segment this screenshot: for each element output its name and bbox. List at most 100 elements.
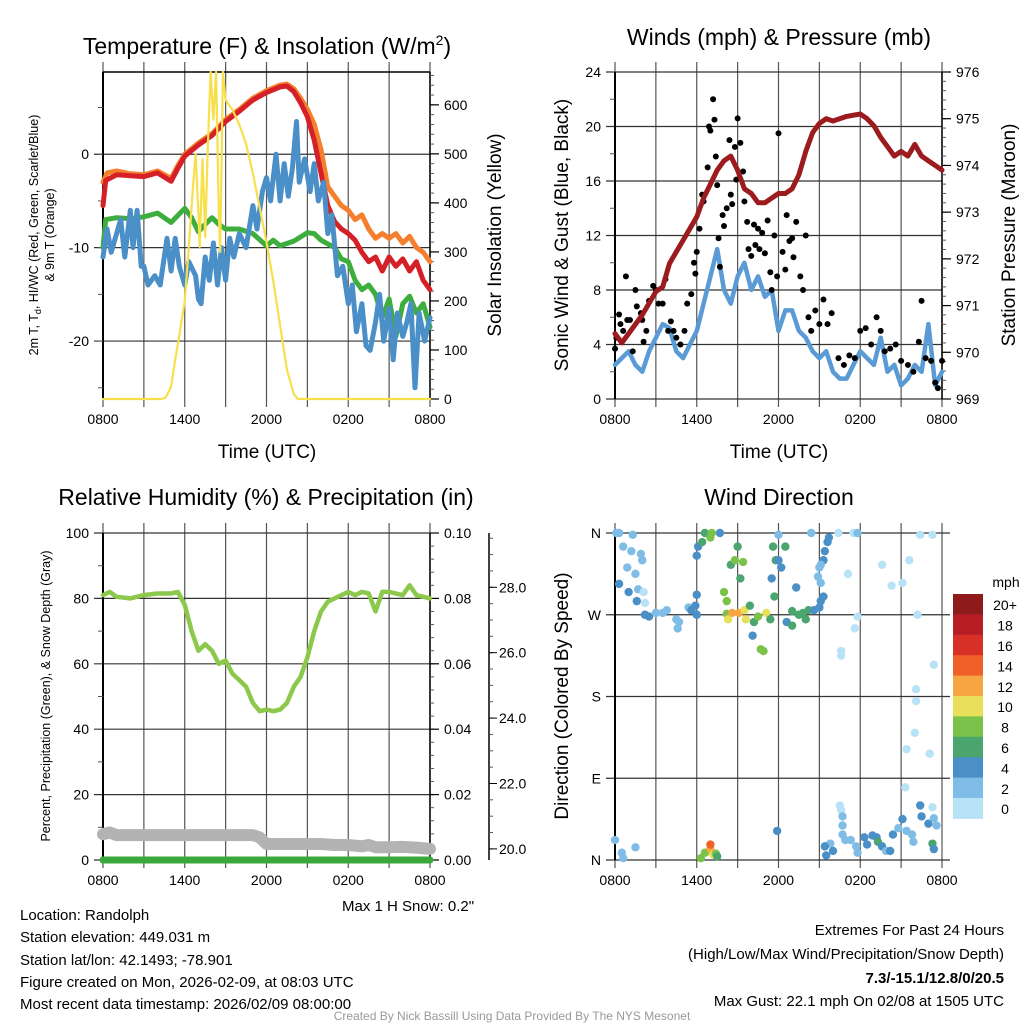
colorbar-swatch xyxy=(953,655,983,677)
gust-point xyxy=(835,355,842,362)
wind-direction-point xyxy=(614,528,624,538)
wind-direction-point xyxy=(853,848,862,857)
y2-tick-label: 0.10 xyxy=(444,525,471,541)
y2-tick-label: 969 xyxy=(956,391,980,407)
max-snow-text: Max 1 H Snow: 0.2" xyxy=(342,898,474,915)
colorbar-label: 0 xyxy=(1001,801,1009,817)
y2-tick-label: 0.02 xyxy=(444,787,471,803)
wind-direction-point xyxy=(628,530,637,540)
gust-point xyxy=(820,296,827,303)
gust-point xyxy=(802,232,809,239)
gust-point xyxy=(750,221,757,228)
gust-point xyxy=(712,153,719,160)
colorbar-swatch xyxy=(953,614,983,636)
gust-point xyxy=(707,127,714,134)
gust-point xyxy=(918,297,925,304)
y2-tick-label: 600 xyxy=(444,97,468,113)
wind-direction-point xyxy=(901,783,910,792)
y-tick-label: N xyxy=(591,525,601,541)
wind-direction-point xyxy=(748,631,757,640)
gust-point xyxy=(910,368,917,375)
max-gust-text: Max Gust: 22.1 mph On 02/08 at 1505 UTC xyxy=(714,993,1004,1010)
wind-direction-point xyxy=(838,821,847,830)
gust-point xyxy=(716,263,723,270)
y2-axis-label: Station Pressure (Maroon) xyxy=(999,124,1020,347)
wind-direction-point xyxy=(698,537,707,547)
x-tick-label: 0800 xyxy=(599,872,630,888)
y2-axis-label: Solar Insolation (Yellow) xyxy=(485,133,506,336)
wind-direction-point xyxy=(692,610,701,619)
wind-direction-point xyxy=(644,612,654,621)
y-axis-label: Direction (Colored By Speed) xyxy=(552,572,573,819)
wind-direction-point xyxy=(905,556,914,565)
yellow-insolation-line xyxy=(101,70,432,401)
y-axis-label: Sonic Wind & Gust (Blue, Black) xyxy=(552,99,573,371)
x-tick-label: 2000 xyxy=(251,872,282,888)
colorbar-label: 16 xyxy=(997,638,1013,654)
x-tick-label: 0200 xyxy=(845,411,876,427)
gust-point xyxy=(857,327,864,334)
y-tick-label: 12 xyxy=(585,228,601,244)
wind-direction-point xyxy=(877,560,887,569)
wind-direction-point xyxy=(824,533,834,542)
gust-point xyxy=(629,348,636,355)
wind-direction-point xyxy=(738,557,748,567)
y-tick-label: E xyxy=(592,770,601,786)
gust-point xyxy=(693,248,700,255)
gust-point xyxy=(824,321,831,328)
gust-point xyxy=(704,164,711,171)
wind-direction-point xyxy=(639,587,648,597)
wind-direction-point xyxy=(787,606,797,616)
wind-direction-point xyxy=(925,749,934,758)
y2-tick-label: 0 xyxy=(444,391,452,407)
blue-windchill-line xyxy=(100,119,433,391)
gust-point xyxy=(828,310,835,317)
y2-tick-label: 971 xyxy=(956,298,980,314)
gust-point xyxy=(939,357,945,364)
wind-direction-point xyxy=(813,572,823,581)
extremes-legend: (High/Low/Max Wind/Precipitation/Snow De… xyxy=(688,946,1004,963)
x-tick-label: 0200 xyxy=(845,872,876,888)
gust-point xyxy=(734,115,741,122)
x-tick-label: 2000 xyxy=(763,872,794,888)
gust-point xyxy=(934,385,941,392)
colorbar-label: 14 xyxy=(997,658,1013,674)
colorbar-swatch xyxy=(953,634,983,656)
y-tick-label: 20 xyxy=(585,119,601,135)
wind-direction-point xyxy=(781,542,790,551)
gust-point xyxy=(774,273,781,280)
colorbar-swatch xyxy=(953,594,983,615)
wind-direction-point xyxy=(916,530,925,540)
wind-direction-point xyxy=(772,826,782,836)
x-tick-label: 2000 xyxy=(251,411,282,427)
wind-direction-point xyxy=(610,835,620,845)
wind-direction-point xyxy=(807,528,816,538)
colorbar-label: 18 xyxy=(997,618,1013,634)
gust-point xyxy=(767,269,774,276)
gust-point xyxy=(862,325,869,332)
wind-direction-point xyxy=(836,805,846,815)
wind-direction-point xyxy=(853,612,862,621)
wind-direction-point xyxy=(836,651,846,660)
gust-point xyxy=(793,218,800,225)
gust-point xyxy=(846,352,853,359)
colorbar-swatch xyxy=(953,777,983,799)
wind-direction-point xyxy=(834,528,843,538)
colorbar-label: 20+ xyxy=(993,597,1017,613)
gust-point xyxy=(789,235,796,242)
wind-direction-point xyxy=(733,542,742,551)
gust-point xyxy=(748,252,755,259)
x-tick-label: 0800 xyxy=(87,872,118,888)
wind-direction-point xyxy=(819,592,828,601)
wind-direction-point xyxy=(632,596,641,606)
wind-direction-point xyxy=(631,843,640,852)
gust-point xyxy=(761,250,768,257)
x-tick-label: 0800 xyxy=(926,411,957,427)
gust-point xyxy=(922,355,929,362)
gust-point xyxy=(744,218,751,225)
wind-direction-point xyxy=(801,615,810,624)
wind-direction-point xyxy=(887,581,896,590)
gust-point xyxy=(737,139,744,146)
gust-point xyxy=(892,341,899,348)
wind-direction-point xyxy=(762,608,771,618)
